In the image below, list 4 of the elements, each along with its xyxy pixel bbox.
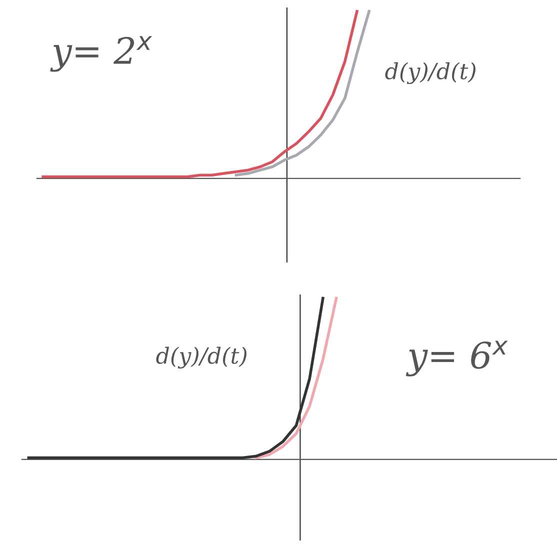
annotation: y= 6$^{x}$ [406, 340, 508, 376]
annotation: y= 2$^{x}$ [50, 36, 152, 72]
annotation: d(y)/d(t) [156, 346, 246, 369]
annotation: d(y)/d(t) [385, 62, 476, 84]
